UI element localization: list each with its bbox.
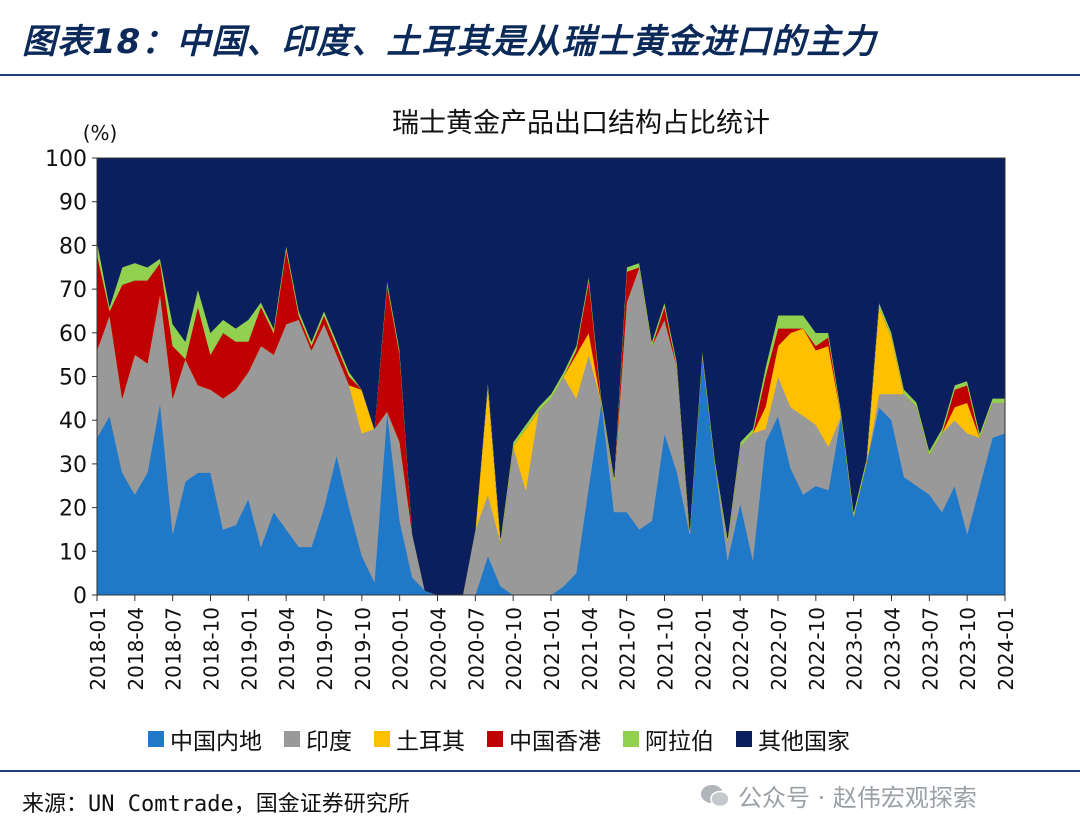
y-tick-label: 0: [73, 584, 87, 609]
y-tick-label: 100: [45, 147, 87, 172]
legend-swatch: [148, 731, 164, 747]
y-tick-label: 90: [59, 191, 87, 216]
y-tick-label: 10: [59, 540, 87, 565]
x-tick-label: 2019-04: [275, 607, 299, 691]
watermark: 公众号 · 赵伟宏观探索: [700, 778, 977, 813]
x-tick-label: 2018-10: [200, 607, 224, 691]
y-tick-label: 70: [59, 278, 87, 303]
x-tick-label: 2020-01: [389, 607, 413, 691]
x-tick-label: 2018-07: [162, 607, 186, 691]
x-tick-label: 2022-07: [767, 607, 791, 691]
x-tick-label: 2023-01: [843, 607, 867, 691]
y-tick-label: 30: [59, 453, 87, 478]
title-divider: [0, 74, 1080, 76]
legend-swatch: [487, 731, 503, 747]
x-tick-label: 2022-10: [805, 607, 829, 691]
legend-label: 印度: [306, 729, 352, 755]
x-tick-label: 2023-07: [918, 607, 942, 691]
x-tick-label: 2023-10: [956, 607, 980, 691]
x-tick-label: 2021-07: [616, 607, 640, 691]
x-tick-label: 2024-01: [994, 607, 1018, 691]
x-axis: 2018-01 2018-04 2018-07 2018-10 2019-01 2019-…: [86, 595, 1018, 691]
x-tick-label: 2018-01: [86, 607, 110, 691]
x-tick-label: 2020-07: [464, 607, 488, 691]
source-note: 来源：UN Comtrade，国金证券研究所: [22, 792, 410, 817]
legend-label: 土耳其: [396, 729, 465, 755]
legend-item: 阿拉伯: [623, 722, 714, 756]
x-tick-label: 2019-07: [313, 607, 337, 691]
y-tick-label: 20: [59, 497, 87, 522]
legend-swatch: [736, 731, 752, 747]
y-tick-label: 80: [59, 234, 87, 259]
stacked-area-chart: 瑞士黄金产品出口结构占比统计 (%) 0 10 20 30 40 50 60 70 80 90 10…: [45, 108, 1018, 691]
source-divider: [0, 770, 1080, 772]
legend-swatch: [623, 731, 639, 747]
x-tick-label: 2022-01: [691, 607, 715, 691]
watermark-text: 公众号 · 赵伟宏观探索: [738, 784, 977, 812]
plot-area: [96, 157, 1006, 596]
x-tick-label: 2020-10: [502, 607, 526, 691]
x-tick-label: 2018-04: [124, 607, 148, 691]
x-tick-label: 2021-01: [540, 607, 564, 691]
legend-label: 阿拉伯: [645, 729, 714, 755]
legend: 中国内地 印度 土耳其 中国香港 阿拉伯 其他国家: [148, 722, 850, 756]
y-tick-label: 40: [59, 409, 87, 434]
x-tick-label: 2021-04: [578, 607, 602, 691]
y-axis: 0 10 20 30 40 50 60 70 80 90 100: [45, 147, 97, 609]
legend-swatch: [284, 731, 300, 747]
y-axis-unit: (%): [83, 121, 118, 145]
legend-item: 土耳其: [374, 722, 465, 756]
x-tick-label: 2019-01: [237, 607, 261, 691]
figure-title: 图表18：中国、印度、土耳其是从瑞士黄金进口的主力: [22, 22, 877, 62]
legend-label: 中国香港: [509, 729, 601, 755]
x-tick-label: 2020-04: [427, 607, 451, 691]
legend-label: 其他国家: [758, 729, 850, 755]
y-tick-label: 50: [59, 366, 87, 391]
x-tick-label: 2023-04: [881, 607, 905, 691]
wechat-icon: [701, 784, 730, 807]
legend-item: 中国香港: [487, 722, 601, 756]
legend-label: 中国内地: [170, 729, 262, 755]
y-tick-label: 60: [59, 322, 87, 347]
x-tick-label: 2019-10: [351, 607, 375, 691]
x-tick-label: 2021-10: [654, 607, 678, 691]
x-tick-label: 2022-04: [729, 607, 753, 691]
legend-item: 其他国家: [736, 722, 850, 756]
legend-item: 印度: [284, 722, 352, 756]
legend-item: 中国内地: [148, 722, 262, 756]
chart-title: 瑞士黄金产品出口结构占比统计: [392, 108, 770, 139]
legend-swatch: [374, 731, 390, 747]
